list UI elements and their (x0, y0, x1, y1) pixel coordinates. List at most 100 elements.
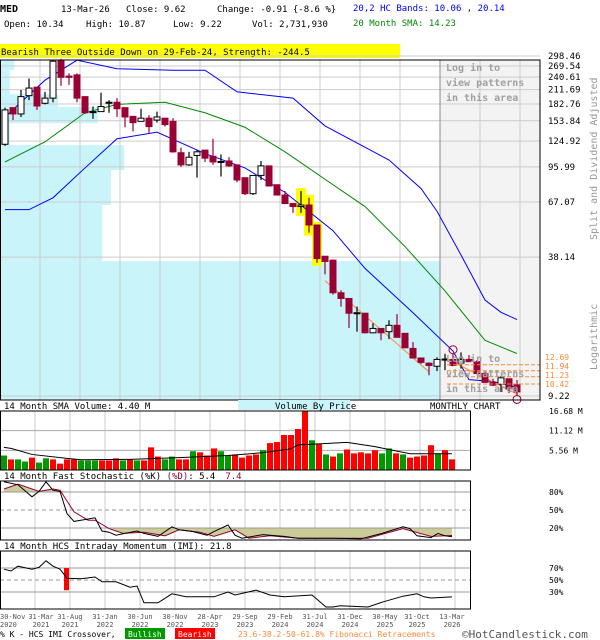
x-axis-label-year: 2024 (307, 621, 324, 629)
candle-body (473, 361, 481, 375)
volume-bar (309, 440, 315, 470)
footer-legend-text: % K - HCS IMI Crossover, (0, 630, 116, 639)
login-line-2[interactable]: view patterns (446, 77, 524, 89)
volume-bar (8, 459, 14, 470)
candle-body (25, 87, 33, 97)
x-axis-label-date: 30-Nov (162, 613, 187, 621)
volume-bar (330, 456, 336, 470)
volume-sma-line (3, 441, 452, 461)
x-axis-label-year: 2020 (0, 621, 17, 629)
volume-bar (386, 448, 392, 470)
x-axis-label-date: 30-Nov (0, 613, 25, 621)
candle-body (1, 109, 9, 145)
volume-by-price-bar (1, 82, 10, 95)
candle-body (481, 373, 489, 383)
volume-bar (449, 459, 455, 470)
y-axis-label: 9.22 (548, 392, 570, 402)
volume-bar (400, 454, 406, 470)
low-value: Low: 9.22 (173, 20, 222, 30)
volume-bar (99, 460, 105, 470)
y-axis-label: 95.99 (548, 163, 575, 173)
volume-by-price-bar (1, 60, 15, 71)
candle-body (449, 358, 457, 366)
candle-body (193, 151, 201, 156)
x-axis-label-year: 2021 (33, 621, 50, 629)
candle-body (129, 115, 137, 124)
high-value: High: 10.87 (86, 20, 146, 30)
candle-body (441, 358, 449, 361)
volume-bar (428, 445, 434, 470)
volume-by-price-bar (1, 70, 10, 83)
imi-line (3, 560, 453, 608)
side-label-adjusted: Split and Dividend Adjusted (589, 77, 600, 240)
stoch-k-label: 14 Month Fast Stochastic (%K) (4, 472, 161, 482)
close-value: Close: 9.62 (126, 5, 186, 15)
volume-axis-label: 5.56 M (549, 446, 578, 455)
volume-value: Vol: 2,731,930 (252, 20, 328, 30)
volume-bar (204, 455, 210, 470)
candle-body (465, 358, 473, 363)
x-axis-label-date: 31-Dec (337, 613, 362, 621)
candle-body (513, 384, 521, 393)
volume-bar (162, 459, 168, 470)
copyright-link[interactable]: ©HotCandlestick.com (462, 628, 588, 640)
volume-bar (127, 459, 133, 470)
candle-body (409, 347, 417, 359)
candle-body (249, 174, 257, 195)
volume-bar (239, 457, 245, 470)
x-axis-label-year: 2021 (62, 621, 79, 629)
volume-bar (36, 462, 42, 470)
stoch-overbought-fill (4, 484, 452, 492)
volume-bar (15, 459, 21, 470)
stoch-panel-border (0, 480, 471, 541)
x-axis-label-date: 29-Sep (232, 613, 257, 621)
volume-bar (64, 459, 70, 470)
volume-bar (92, 460, 98, 470)
login-line-2-lower[interactable]: view patterns (446, 368, 524, 380)
volume-axis-label: 11.12 M (549, 427, 583, 436)
stoch-d-label: (%D) (167, 472, 189, 482)
volume-bar (29, 457, 35, 470)
candle-body (9, 107, 17, 115)
pattern-banner-bg (0, 44, 400, 58)
candle-body (33, 86, 41, 107)
login-line-1[interactable]: Log in to (446, 62, 500, 74)
volume-bar (43, 458, 49, 470)
candle-body (185, 156, 193, 166)
x-axis-label-date: 31-Jul (302, 613, 327, 621)
volume-bar (337, 453, 343, 470)
vbp-label-bg (238, 400, 350, 410)
volume-bar (267, 443, 273, 470)
x-axis-label-year: 2022 (167, 621, 184, 629)
trendline (444, 357, 518, 395)
candle-body (217, 160, 225, 163)
y-axis-label: 211.69 (548, 86, 581, 96)
volume-bar (253, 454, 259, 470)
volume-bar (274, 442, 280, 470)
login-line-3[interactable]: in this area (446, 92, 518, 104)
volume-bar (435, 453, 441, 470)
x-axis-label-year: 2022 (97, 621, 114, 629)
volume-bar (183, 459, 189, 470)
imi-axis-label: 30% (549, 588, 564, 597)
candle-body (401, 332, 409, 349)
stoch-d-value: 7.4 (225, 472, 241, 482)
candle-body (177, 152, 185, 166)
candle-body (377, 327, 385, 334)
x-axis-label-date: 28-Apr (197, 613, 222, 621)
candle-body (201, 149, 209, 159)
upper-band-line (4, 59, 518, 321)
volume-bar (155, 456, 161, 470)
volume-bar (225, 455, 231, 470)
pattern-banner[interactable]: Bearish Three Outside Down on 29-Feb-24,… (1, 48, 310, 58)
candle-body (225, 160, 233, 167)
volume-bar (351, 453, 357, 470)
pattern-marker-circle (448, 345, 458, 355)
x-axis: 30-Nov202031-Mar202131-Aug202131-Jan2022… (0, 613, 465, 629)
login-line-3-lower[interactable]: in this area (446, 383, 518, 395)
volume-bar (414, 456, 420, 470)
candle-body (313, 224, 321, 260)
volume-bar (22, 461, 28, 470)
login-line-1-lower[interactable]: Log in to (446, 353, 500, 365)
